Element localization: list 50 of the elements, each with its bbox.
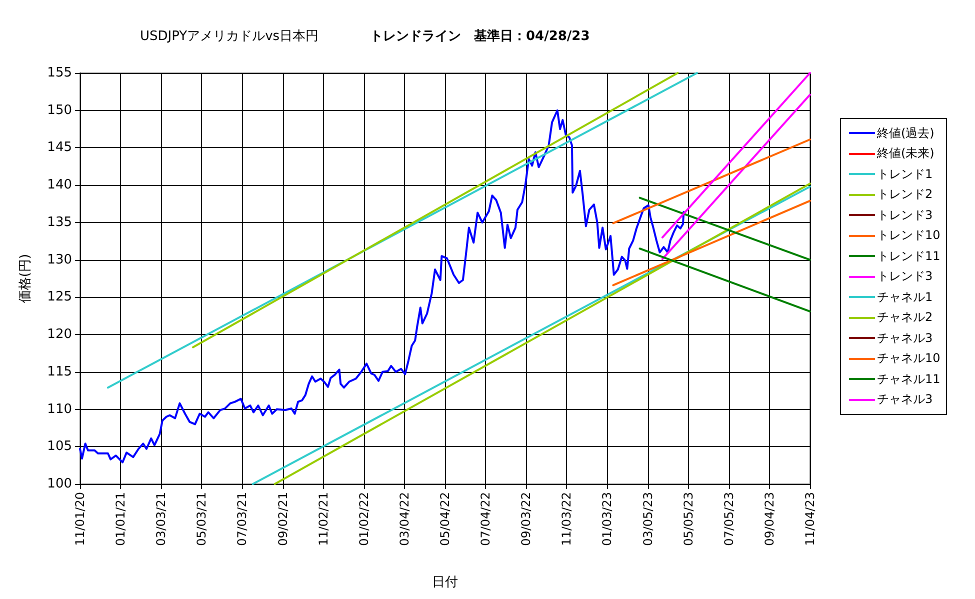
x-tick-label: 05/05/23 bbox=[681, 492, 696, 546]
legend-label: チャネル10 bbox=[877, 350, 940, 368]
x-tick-label: 03/04/22 bbox=[397, 492, 412, 546]
x-tick-label: 11/04/23 bbox=[803, 492, 817, 546]
chart-title: USDJPYアメリカドルvs日本円 bbox=[140, 29, 319, 44]
x-tick-label: 09/04/23 bbox=[762, 492, 776, 546]
legend-label: トレンド2 bbox=[877, 186, 933, 204]
x-tick-label: 11/01/20 bbox=[73, 492, 87, 546]
x-tick-label: 09/03/22 bbox=[519, 492, 534, 546]
y-tick-label: 130 bbox=[47, 252, 72, 268]
y-tick-label: 140 bbox=[47, 178, 72, 193]
x-axis-title: 日付 bbox=[432, 575, 458, 590]
x-tick-label: 01/03/23 bbox=[600, 492, 614, 546]
x-tick-label: 07/03/21 bbox=[235, 492, 250, 546]
y-tick-label: 105 bbox=[47, 439, 72, 454]
y-tick-label: 145 bbox=[47, 140, 72, 156]
chart-subtitle: トレンドライン 基準日：04/28/23 bbox=[370, 29, 590, 44]
y-tick-label: 115 bbox=[47, 364, 72, 380]
y-tick-label: 100 bbox=[47, 476, 72, 492]
legend-label: 終値(過去) bbox=[877, 124, 934, 142]
line-series bbox=[79, 109, 685, 464]
x-tick-label: 11/03/22 bbox=[560, 492, 574, 546]
legend-label: チャネル11 bbox=[877, 370, 940, 388]
legend-label: トレンド3 bbox=[877, 206, 933, 224]
x-tick-label: 09/02/21 bbox=[276, 492, 290, 546]
y-tick-label: 150 bbox=[47, 102, 72, 118]
y-axis-title: 価格(円) bbox=[18, 254, 33, 304]
y-tick-label: 120 bbox=[47, 327, 72, 342]
y-tick-label: 125 bbox=[47, 290, 72, 305]
legend-label: チャネル1 bbox=[877, 288, 933, 306]
x-tick-label: 03/03/21 bbox=[154, 492, 168, 546]
x-tick-label: 11/02/21 bbox=[316, 492, 330, 546]
x-tick-label: 05/03/21 bbox=[194, 492, 209, 546]
x-tick-label: 01/02/22 bbox=[356, 492, 371, 546]
legend-label: トレンド11 bbox=[877, 248, 940, 265]
legend-label: トレンド1 bbox=[877, 166, 933, 183]
x-tick-label: 07/04/22 bbox=[478, 492, 493, 546]
legend-label: チャネル3 bbox=[877, 391, 933, 408]
legend-label: 終値(未来) bbox=[877, 145, 934, 162]
legend-label: トレンド10 bbox=[877, 227, 940, 244]
legend-label: チャネル3 bbox=[877, 330, 933, 347]
y-tick-label: 155 bbox=[47, 66, 72, 80]
y-tick-label: 110 bbox=[47, 402, 72, 417]
x-tick-label: 03/05/23 bbox=[640, 492, 655, 546]
x-tick-label: 05/04/22 bbox=[438, 492, 452, 546]
legend-label: チャネル2 bbox=[877, 309, 933, 326]
legend-label: トレンド3 bbox=[877, 268, 933, 286]
x-tick-label: 07/05/23 bbox=[722, 492, 736, 546]
x-tick-label: 01/01/21 bbox=[114, 492, 128, 546]
y-tick-label: 135 bbox=[47, 214, 72, 230]
